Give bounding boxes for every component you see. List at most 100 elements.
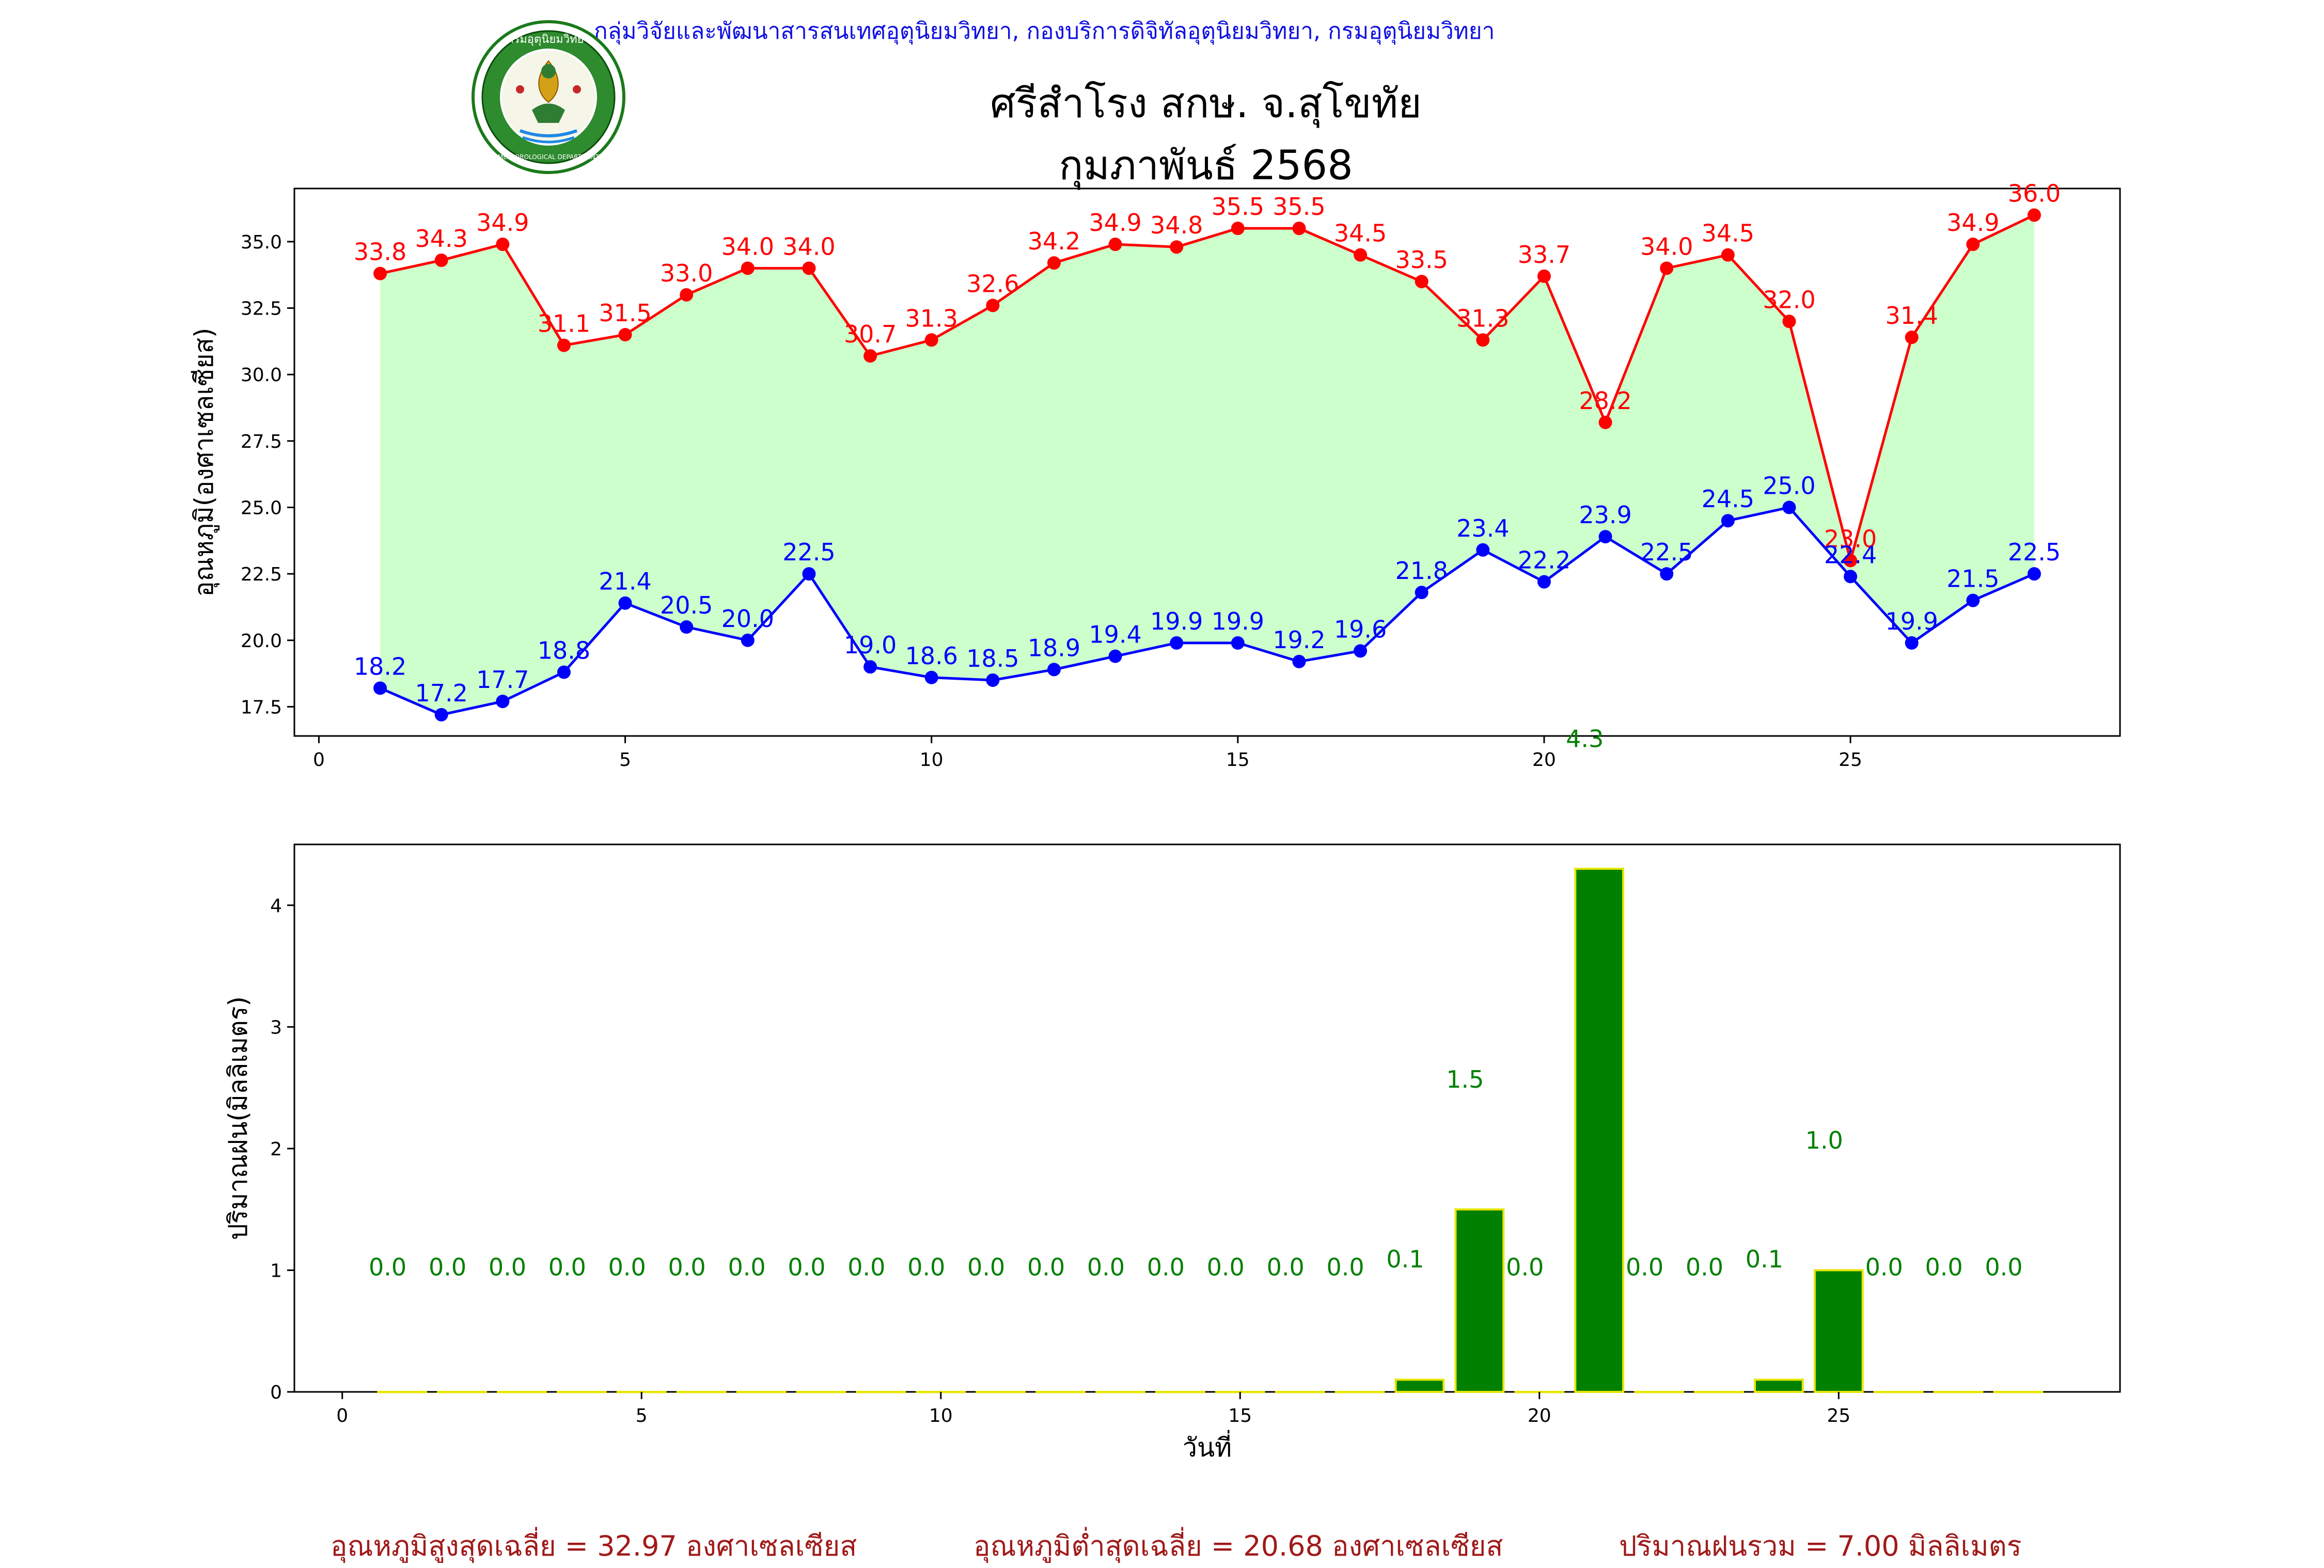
min-temp-label: 19.4 [1089,621,1141,649]
rain-value-label: 0.0 [1865,1253,1903,1281]
max-temp-point [1598,415,1612,429]
min-temp-point [1170,636,1184,650]
max-temp-point [1108,238,1122,252]
max-temp-point [1047,256,1061,270]
max-temp-label: 36.0 [2008,179,2061,207]
x-axis-label: วันที่ [1183,1430,1232,1463]
max-temp-point [373,266,387,280]
rain-value-label: 0.0 [728,1253,765,1281]
org-line: กลุ่มวิจัยและพัฒนาสารสนเทศอุตุนิยมวิทยา,… [594,18,1495,44]
min-temp-label: 23.4 [1456,514,1509,542]
min-temp-label: 21.8 [1395,557,1448,585]
y-tick-label: 2 [270,1139,282,1160]
max-temp-point [1905,331,1919,344]
y-tick-label: 1 [270,1260,282,1281]
meteorological-department-logo: กรมอุตุนิยมวิทยา METEOROLOGICAL DEPARTME… [472,20,625,174]
rain-value-label: 0.0 [1087,1253,1125,1281]
max-temp-label: 34.8 [1150,211,1203,239]
y-tick-label: 32.5 [241,299,282,320]
min-temp-point [1844,570,1858,584]
min-temp-label: 22.5 [1640,538,1693,566]
rain-bar [1394,1378,1445,1393]
max-temp-point [1721,248,1735,262]
min-temp-point [863,660,877,674]
min-temp-point [1354,644,1368,658]
min-temp-point [1537,575,1551,589]
rain-value-label: 0.0 [1985,1253,2022,1281]
min-temp-point [986,673,1000,687]
rain-value-label: 0.0 [1506,1253,1544,1281]
max-temp-label: 35.5 [1212,193,1264,221]
y-tick-label: 20.0 [241,631,282,652]
max-temp-point [1415,275,1428,289]
max-temp-point [1354,248,1368,262]
max-temp-label: 33.8 [354,238,406,266]
max-temp-label: 32.6 [966,270,1019,297]
rain-bar [1574,868,1625,1393]
rain-bar [1813,1269,1864,1393]
avg-min-temp: อุณหภูมิต่ำสุดเฉลี่ย = 20.68 องศาเซลเซีย… [973,1530,1503,1562]
max-temp-point [1782,315,1796,328]
min-temp-label: 18.6 [905,642,957,670]
max-temp-label: 34.9 [1089,209,1141,237]
max-temp-point [618,328,632,342]
y-tick-label: 3 [270,1017,282,1038]
max-temp-point [1844,554,1858,568]
chart-subtitle: กุมภาพันธ์ 2568 [1059,143,1353,189]
min-temp-label: 22.2 [1518,546,1571,574]
min-temp-label: 19.9 [1885,607,1938,635]
max-temp-point [680,288,694,302]
max-temp-label: 31.5 [599,299,651,327]
min-temp-point [1231,636,1245,650]
min-temp-label: 18.8 [538,637,590,665]
max-temp-label: 34.5 [1702,219,1754,247]
y-tick-label: 27.5 [241,431,282,452]
rain-value-label: 0.0 [1267,1253,1305,1281]
y-axis-label: ปริมาณฝน(มิลลิเมตร) [223,996,253,1240]
x-tick-label: 15 [1228,1405,1252,1426]
min-temp-point [434,708,448,722]
min-temp-label: 17.7 [476,666,529,694]
temp-plot-frame [293,187,2121,737]
rain-value-label: 0.0 [608,1253,646,1281]
y-tick-label: 30.0 [241,365,282,386]
rainfall-chart: 0.0 0.0 0.0 0.0 0.0 0.0 0.0 0.0 0.0 0.0 0.0 0.0 0.0 0… [223,725,2121,1463]
rain-value-label: 1.5 [1446,1065,1484,1093]
rain-value-label: 0.0 [967,1253,1005,1281]
min-temp-point [680,620,694,634]
min-temp-point [1476,543,1490,557]
rain-value-label: 0.0 [907,1253,945,1281]
min-temp-point [1660,567,1674,581]
max-temp-label: 34.9 [476,209,529,237]
min-temp-label: 24.5 [1702,485,1754,513]
rain-value-label: 0.0 [1686,1253,1723,1281]
min-temp-point [1905,636,1919,650]
max-temp-label: 34.0 [782,232,835,260]
min-temp-label: 25.0 [1763,472,1815,499]
x-tick-label: 15 [1226,749,1250,771]
max-temp-label: 34.0 [1640,232,1693,260]
min-temp-point [802,567,816,581]
min-temp-label: 22.5 [2008,538,2061,566]
rain-value-label: 0.0 [847,1253,885,1281]
max-temp-label: 31.4 [1885,302,1938,330]
min-temp-point [1047,663,1061,677]
max-temp-label: 34.0 [721,232,774,260]
rain-value-label: 0.0 [1925,1253,1962,1281]
rain-value-label: 0.0 [548,1253,586,1281]
max-temp-point [924,333,938,347]
x-tick-label: 25 [1827,1405,1850,1426]
max-temp-point [1537,269,1551,283]
rain-value-label: 0.0 [1207,1253,1245,1281]
min-temp-point [2027,567,2041,581]
min-temp-point [1292,654,1306,668]
min-temp-point [1415,586,1428,600]
max-temp-point [1660,261,1674,275]
min-temp-label: 19.6 [1334,615,1387,643]
min-temp-point [618,596,632,610]
min-temp-label: 19.0 [844,631,897,659]
min-temp-label: 18.9 [1028,634,1080,662]
max-temp-label: 32.0 [1763,286,1815,313]
x-tick-label: 10 [929,1405,953,1426]
max-temp-label: 28.2 [1579,387,1631,415]
